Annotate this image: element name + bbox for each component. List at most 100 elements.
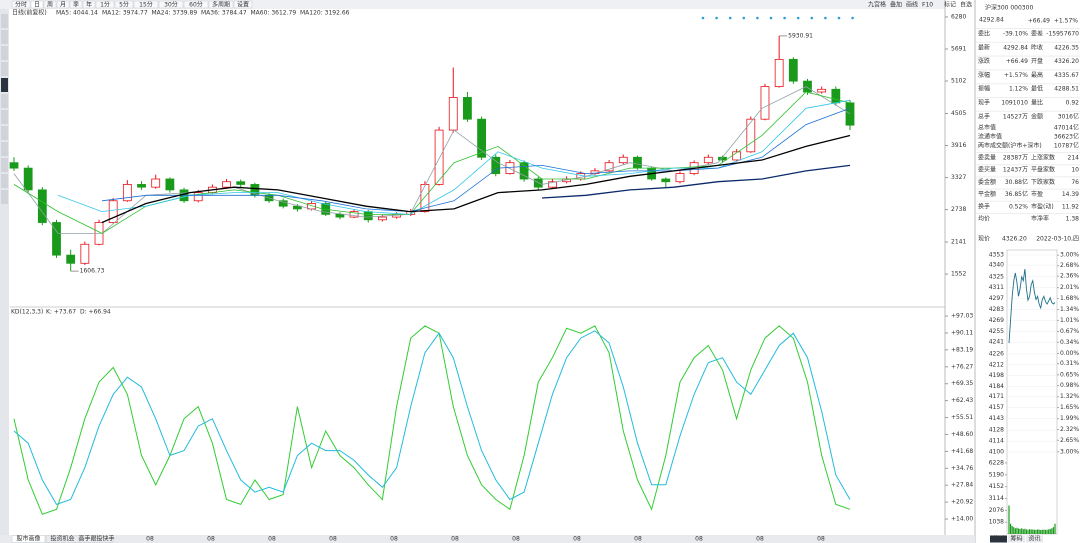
toolbar-label[interactable]: 季 <box>73 0 79 8</box>
sidebar-tab[interactable] <box>1 126 8 140</box>
toolbar-button[interactable] <box>95 0 115 9</box>
candle-body <box>703 156 713 164</box>
bottom-tab-label[interactable]: 投资机会 <box>50 535 74 543</box>
toolbar-label[interactable]: F10 <box>922 1 933 8</box>
volume-bar <box>1051 528 1053 534</box>
toolbar-label[interactable]: 自选 <box>960 0 972 8</box>
y-tick-label: 6280 <box>951 13 966 20</box>
y2-tick-label: 3.00% <box>1060 448 1079 455</box>
event-dot[interactable] <box>824 16 827 20</box>
y-tick-label: +20.92 <box>951 499 973 506</box>
event-dot[interactable] <box>783 16 786 20</box>
toolbar-button[interactable] <box>56 0 70 9</box>
toolbar-button[interactable] <box>158 0 184 9</box>
bottom-bar <box>0 535 975 543</box>
candle-body <box>434 129 444 185</box>
event-dot[interactable] <box>756 16 759 20</box>
sidebar-tab[interactable] <box>1 94 8 108</box>
row-value: 14527万 <box>1003 113 1028 120</box>
toolbar-label[interactable]: 60分 <box>189 0 203 8</box>
event-dot[interactable] <box>769 16 773 20</box>
volume-bar <box>1046 529 1048 534</box>
bottom-tab-label[interactable]: 高手跟投快手 <box>78 535 114 543</box>
bottom-tab-label[interactable]: 股市画像 <box>16 535 40 543</box>
sidebar-tab[interactable] <box>1 46 8 60</box>
toolbar-label[interactable]: 标记 <box>944 0 956 8</box>
sidebar-tab[interactable] <box>1 14 8 28</box>
toolbar-label[interactable]: 月 <box>60 1 66 8</box>
row-value: 4335.67 <box>1054 72 1079 79</box>
toolbar-label[interactable]: 多周期 <box>212 0 230 8</box>
mini-tab-label[interactable]: 资讯 <box>1028 535 1040 543</box>
toolbar-button[interactable] <box>133 0 159 9</box>
mini-tab-label[interactable]: 筹码 <box>1010 535 1022 543</box>
mini-tab[interactable] <box>1008 535 1025 543</box>
volume-bar <box>1030 529 1032 534</box>
toolbar-button[interactable] <box>43 0 57 9</box>
event-dot[interactable] <box>837 16 841 20</box>
sidebar-tab[interactable] <box>1 142 8 156</box>
y2-tick-label: 0.34% <box>1060 339 1079 346</box>
toolbar-label[interactable]: 画线 <box>906 0 918 8</box>
event-dot[interactable] <box>796 16 800 20</box>
toolbar-button[interactable] <box>30 0 44 9</box>
sidebar-tab[interactable] <box>1 62 8 76</box>
event-dot[interactable] <box>715 16 718 20</box>
candle-body <box>831 88 841 104</box>
volume-bar <box>1044 529 1047 534</box>
y-tick-label: +90.11 <box>951 329 973 336</box>
toolbar-label[interactable]: 30分 <box>164 0 178 8</box>
candle-body <box>491 156 501 174</box>
quote-change-pct: +1.57% <box>1054 18 1078 25</box>
toolbar-label[interactable]: 年 <box>86 0 92 8</box>
mini-tab-label[interactable]: 分时 <box>992 535 1004 543</box>
row-value: 36623亿 <box>1054 133 1079 141</box>
toolbar-button[interactable] <box>233 0 253 9</box>
y2-tick-label: 1.01% <box>1060 317 1079 324</box>
toolbar-button[interactable] <box>82 0 96 9</box>
sidebar-tab[interactable] <box>1 78 8 92</box>
event-dot[interactable] <box>701 16 705 20</box>
toolbar-label[interactable]: 1分 <box>100 0 110 8</box>
y-tick-label: 4241 <box>989 339 1004 346</box>
sidebar-tab[interactable] <box>1 110 8 124</box>
toolbar-button[interactable] <box>69 0 83 9</box>
row-value: 10 <box>1071 167 1079 174</box>
toolbar-button[interactable] <box>11 0 31 9</box>
row-value: 1.12% <box>1009 86 1028 93</box>
toolbar-label[interactable]: 日 <box>34 1 40 8</box>
row-value: 36.85亿 <box>1005 190 1028 198</box>
candle-body <box>548 181 557 188</box>
mini-tab[interactable] <box>1026 535 1043 543</box>
toolbar-button[interactable] <box>183 0 209 9</box>
sidebar-tab[interactable] <box>1 30 8 44</box>
sidebar-tab[interactable] <box>1 190 8 204</box>
volume-bar <box>1029 529 1031 534</box>
y-tick-label: 4114 <box>989 438 1004 445</box>
y-tick-label: 4198 <box>989 372 1004 379</box>
event-dot[interactable] <box>742 16 746 20</box>
y-tick-label: +27.84 <box>951 482 973 489</box>
toolbar-label[interactable]: 周 <box>47 1 53 8</box>
toolbar-label[interactable]: 设置 <box>237 0 249 8</box>
toolbar-label[interactable]: 叠加 <box>890 0 902 8</box>
sidebar-tab[interactable] <box>1 158 8 172</box>
toolbar-label[interactable]: 15分 <box>139 0 153 8</box>
toolbar-label[interactable]: 九宫格 <box>868 0 886 8</box>
y-tick-label: +97.03 <box>951 313 973 320</box>
volume-bar <box>1049 528 1051 534</box>
y-tick-label: 1552 <box>951 271 966 278</box>
legend-entry: K: +73.67 <box>46 309 76 316</box>
y-tick-label: 4255 <box>989 328 1004 335</box>
toolbar-label[interactable]: 5分 <box>119 0 129 8</box>
candle-body <box>165 178 175 191</box>
toolbar-button[interactable] <box>208 0 234 9</box>
event-dot[interactable] <box>851 16 854 20</box>
toolbar-label[interactable]: 分时 <box>15 0 27 8</box>
y-tick-label: 4157 <box>989 404 1004 411</box>
event-dot[interactable] <box>728 16 732 20</box>
sidebar-tab[interactable] <box>1 174 8 188</box>
toolbar-button[interactable] <box>114 0 134 9</box>
mini-tab[interactable] <box>990 535 1007 543</box>
event-dot[interactable] <box>810 16 814 20</box>
